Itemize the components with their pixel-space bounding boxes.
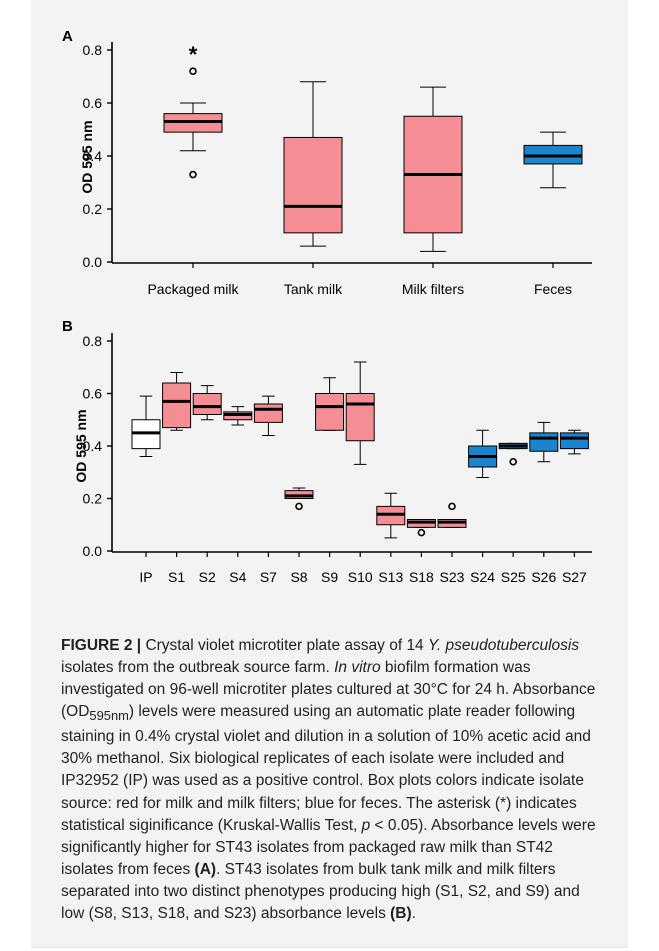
box-s9 [315, 393, 345, 431]
x-tick-label: S8 [290, 569, 307, 585]
caption-text-7: . [411, 905, 416, 923]
chart-panel-b: 0.0 0.2 0.4 0.6 0.8 OD 595 nm IP S1 S2 S4 S7 S8 S9 S1… [73, 333, 592, 585]
y-tick-label: 0.0 [83, 254, 103, 270]
panel-label-b: B [62, 318, 73, 335]
box-s27 [559, 432, 589, 450]
box-tank-milk [283, 136, 343, 234]
x-tick-label: S10 [348, 569, 373, 585]
figure-caption: FIGURE 2 | Crystal violet microtiter pla… [61, 635, 606, 925]
y-tick-label: 0.2 [83, 201, 103, 217]
box-s10 [345, 393, 375, 442]
x-tick-label: Tank milk [284, 281, 343, 297]
box-s7 [253, 403, 283, 423]
caption-text-5: < 0.05). Absorbance levels were signific… [61, 816, 596, 878]
y-tick-label: 0.6 [83, 386, 103, 402]
outlier-point [509, 457, 518, 466]
y-tick-label: 0.0 [83, 543, 103, 559]
caption-p: p [361, 816, 371, 834]
outlier-point [189, 67, 197, 75]
caption-text-6: . ST43 isolates from bulk tank milk and … [61, 860, 580, 923]
y-tick-label: 0.2 [83, 491, 103, 507]
significance-asterisk: * [189, 42, 198, 67]
x-tick-label: S24 [470, 569, 495, 585]
x-tick-label: Packaged milk [147, 281, 239, 297]
panel-label-a: A [62, 28, 73, 45]
y-tick-label: 0.4 [83, 438, 103, 454]
x-tick-label: S7 [260, 569, 277, 585]
y-axis-title: OD 595 nm [79, 120, 95, 193]
box-s26 [529, 432, 559, 452]
outlier-point [295, 502, 303, 511]
x-tick-label: S25 [501, 569, 526, 585]
outlier-point [417, 528, 426, 537]
caption-in-vitro: In vitro [334, 659, 381, 677]
outlier-point [189, 170, 197, 179]
caption-text-2: isolates from the outbreak source farm. [61, 659, 335, 677]
y-axis-title: OD 595 nm [73, 409, 89, 482]
x-tick-label: S13 [378, 569, 403, 585]
caption-text-1: Crystal violet microtiter plate assay of… [145, 637, 428, 654]
box-s2 [192, 393, 222, 415]
caption-text-4: ) levels were measured using an automati… [61, 703, 591, 834]
x-tick-label: S1 [168, 569, 185, 585]
caption-prefix: FIGURE 2 | [61, 637, 146, 654]
caption-ref-a: (A) [194, 860, 217, 878]
x-tick-label: S9 [321, 569, 338, 585]
y-tick-label: 0.8 [83, 333, 103, 349]
outlier-point [448, 502, 456, 511]
x-tick-label: S26 [531, 569, 556, 585]
x-tick-label: S18 [409, 569, 434, 585]
caption-ref-b: (B) [390, 905, 412, 923]
y-tick-label: 0.8 [83, 42, 103, 58]
caption-subscript: 595nm [89, 708, 129, 724]
chart-panel-a: 0.0 0.2 0.4 0.6 0.8 OD 595 nm * Packaged milk Ta… [79, 42, 592, 297]
caption-text-3: biofilm formation was investigated on 96… [61, 659, 596, 721]
x-tick-label: Milk filters [402, 281, 464, 297]
caption-species: Y. pseudotuberculosis [428, 637, 580, 654]
x-tick-label: S23 [440, 569, 465, 585]
x-tick-label: S27 [562, 569, 587, 585]
box-s1 [162, 382, 192, 429]
x-tick-label: S2 [199, 569, 216, 585]
x-tick-label: S4 [229, 569, 246, 585]
x-tick-label: IP [139, 569, 152, 585]
y-tick-label: 0.4 [83, 148, 103, 164]
x-tick-label: Feces [534, 281, 572, 297]
y-tick-label: 0.6 [83, 95, 103, 111]
